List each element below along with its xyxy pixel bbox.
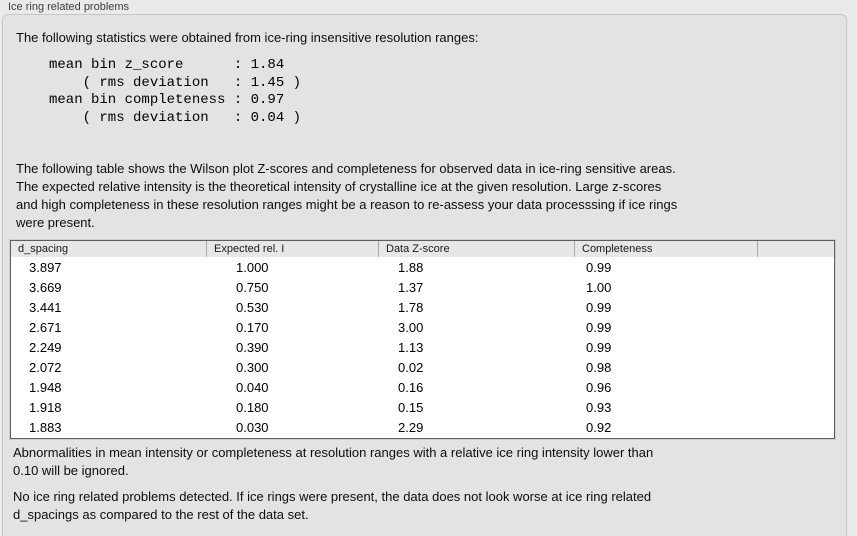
table-row[interactable]: 3.441 0.530 1.78 0.99 — [11, 297, 834, 317]
table-cell: 3.00 — [398, 319, 424, 335]
table-cell: 0.96 — [586, 380, 612, 396]
table-cell: 2.29 — [398, 420, 424, 436]
column-header-0[interactable]: d_spacing — [18, 243, 69, 255]
table-cell: 0.750 — [236, 279, 269, 295]
table-cell: 1.78 — [398, 299, 424, 315]
table-cell: 0.390 — [236, 339, 269, 355]
ignore-threshold-note: Abnormalities in mean intensity or compl… — [13, 445, 654, 478]
table-cell: 0.02 — [398, 360, 424, 376]
stats-values-block: mean bin z_score : 1.84 ( rms deviation … — [49, 57, 302, 126]
table-cell: 1.000 — [236, 259, 269, 275]
column-header-1[interactable]: Expected rel. I — [206, 241, 378, 257]
table-row[interactable]: 2.249 0.390 1.13 0.99 — [11, 337, 834, 357]
table-cell: 2.249 — [29, 339, 62, 355]
table-cell: 0.99 — [586, 299, 612, 315]
ice-ring-table: d_spacing Expected rel. I Data Z-score Comp… — [9, 239, 836, 440]
table-cell: 1.37 — [398, 279, 424, 295]
table-cell: 1.883 — [29, 420, 62, 436]
table-cell: 1.13 — [398, 339, 424, 355]
table-header-row: d_spacing Expected rel. I Data Z-score Comp… — [11, 241, 834, 257]
table-cell: 0.16 — [398, 380, 424, 396]
table-body: 3.897 1.000 1.88 0.99 3.669 0.750 1.37 1.00 3.44… — [11, 257, 834, 438]
table-cell: 3.897 — [29, 259, 62, 275]
table-cell: 0.93 — [586, 400, 612, 416]
table-row[interactable]: 2.072 0.300 0.02 0.98 — [11, 357, 834, 377]
section-title: Ice ring related problems — [8, 1, 130, 13]
table-cell: 0.300 — [236, 360, 269, 376]
table-cell: 0.15 — [398, 400, 424, 416]
stats-intro-text: The following statistics were obtained f… — [16, 30, 479, 45]
table-cell: 0.530 — [236, 299, 269, 315]
table-row[interactable]: 2.671 0.170 3.00 0.99 — [11, 317, 834, 337]
column-header-3[interactable]: Completeness — [574, 241, 757, 257]
table-cell: 1.948 — [29, 380, 62, 396]
table-row[interactable]: 1.918 0.180 0.15 0.93 — [11, 398, 834, 418]
table-cell: 1.88 — [398, 259, 424, 275]
table-row[interactable]: 1.883 0.030 2.29 0.92 — [11, 418, 834, 438]
table-description-text: The following table shows the Wilson plo… — [16, 161, 678, 230]
column-header-4[interactable] — [757, 241, 834, 257]
table-cell: 2.671 — [29, 319, 62, 335]
table-cell: 1.918 — [29, 400, 62, 416]
table-cell: 0.170 — [236, 319, 269, 335]
ice-ring-panel: The following statistics were obtained f… — [2, 14, 847, 536]
table-cell: 1.00 — [586, 279, 612, 295]
table-cell: 2.072 — [29, 360, 62, 376]
table-cell: 0.99 — [586, 259, 612, 275]
table-cell: 3.669 — [29, 279, 62, 295]
table-cell: 0.040 — [236, 380, 269, 396]
table-cell: 3.441 — [29, 299, 62, 315]
table-cell: 0.99 — [586, 319, 612, 335]
table-cell: 0.180 — [236, 400, 269, 416]
table-cell: 0.030 — [236, 420, 269, 436]
conclusion-note: No ice ring related problems detected. I… — [13, 489, 652, 522]
table-row[interactable]: 3.897 1.000 1.88 0.99 — [11, 257, 834, 277]
table-row[interactable]: 1.948 0.040 0.16 0.96 — [11, 378, 834, 398]
table-row[interactable]: 3.669 0.750 1.37 1.00 — [11, 277, 834, 297]
table-cell: 0.92 — [586, 420, 612, 436]
table-cell: 0.98 — [586, 360, 612, 376]
column-header-2[interactable]: Data Z-score — [378, 241, 574, 257]
table-cell: 0.99 — [586, 339, 612, 355]
